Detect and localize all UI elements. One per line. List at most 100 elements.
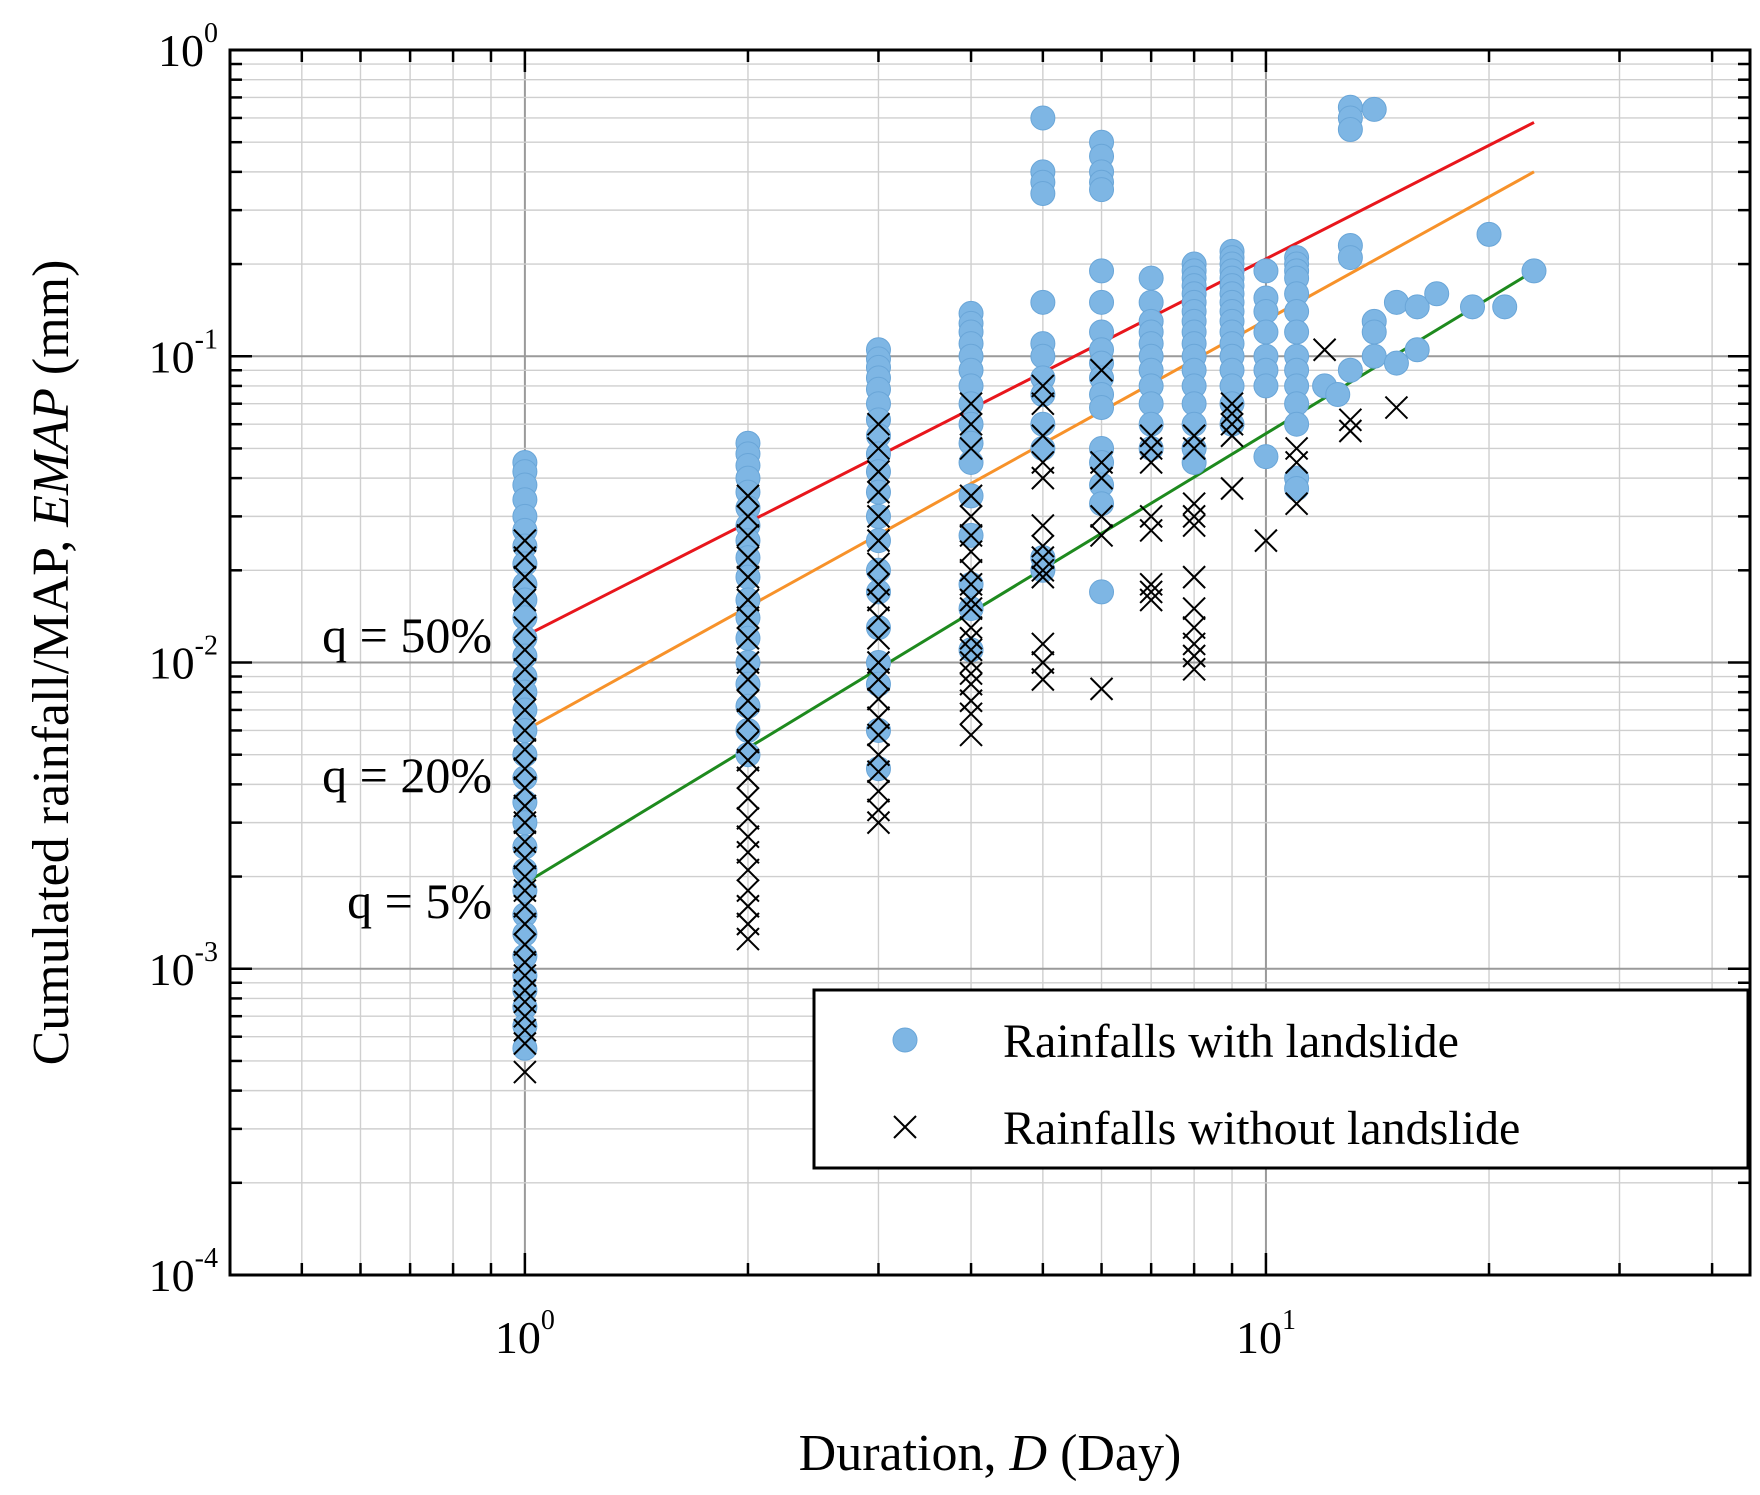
x-stroke [736,806,760,830]
point-with-landslide [1404,294,1430,320]
x-stroke [1031,545,1055,570]
point-without-landslide [959,436,983,461]
x-stroke [736,650,760,675]
point-without-landslide [513,932,537,957]
x-stroke [736,689,760,713]
point-without-landslide [736,766,760,790]
point-with-landslide [1089,579,1115,605]
point-with-landslide [1030,435,1056,461]
x-stroke [1220,391,1244,416]
point-without-landslide [1182,513,1206,538]
point-without-landslide [866,723,891,747]
x-stroke [736,667,760,692]
point-with-landslide [865,756,891,782]
x-stroke [513,545,537,570]
x-stroke [513,528,537,553]
x-stroke [513,1060,537,1084]
x-stroke [1139,588,1163,612]
point-with-landslide [1089,177,1115,203]
threshold-lines [524,121,1535,885]
x-stroke [866,687,891,711]
y-tick-label: 10-2 [149,631,218,689]
legend-label-without-landslide: Rainfalls without landslide [1003,1102,1520,1155]
point-with-landslide [1253,319,1279,345]
x-stroke [1031,374,1055,398]
x-axis-title: Duration, D (Day) [799,1425,1182,1482]
point-without-landslide [513,545,537,570]
x-stroke [513,615,537,640]
threshold-line-q5 [524,269,1535,885]
x-stroke [736,748,760,772]
x-stroke [959,484,983,508]
x-stroke [1284,491,1309,516]
point-without-landslide [866,552,891,576]
point-without-landslide [1312,338,1337,362]
annotation-q50: q = 50% [322,607,492,663]
point-without-landslide [959,412,983,436]
point-without-landslide [736,708,760,732]
point-without-landslide [736,806,760,830]
point-with-landslide [1424,281,1450,307]
point-without-landslide [1220,412,1244,436]
x-stroke [893,1115,917,1139]
point-without-landslide [736,927,760,951]
point-with-landslide [1030,180,1056,206]
point-without-landslide [959,523,983,548]
x-stroke [1139,424,1163,448]
point-without-landslide [959,588,983,612]
point-without-landslide [736,523,760,548]
x-stroke [866,810,891,835]
point-without-landslide [513,846,537,870]
point-without-landslide [1089,466,1114,490]
point-without-landslide [1220,424,1244,448]
point-without-landslide [959,661,983,686]
point-with-landslide [1383,289,1409,315]
point-with-landslide [1138,411,1164,437]
x-stroke [959,672,983,696]
point-without-landslide [1182,596,1206,621]
point-with-landslide [1404,337,1430,363]
point-without-landslide [736,748,760,772]
x-stroke [513,588,537,612]
point-with-landslide [1361,96,1387,122]
x-axis-title-symbol: D [1009,1425,1048,1482]
x-stroke [513,718,537,743]
point-without-landslide [513,588,537,612]
point-without-landslide [1384,395,1409,420]
x-stroke [513,846,537,870]
x-stroke [866,779,891,803]
point-without-landslide [866,528,891,553]
point-with-landslide [865,671,891,697]
point-without-landslide [959,638,983,662]
point-with-landslide [1181,449,1207,475]
point-with-landslide [1030,105,1056,131]
point-with-landslide [512,921,538,947]
point-without-landslide [959,391,983,416]
point-with-landslide [1253,373,1279,399]
x-stroke [866,742,891,767]
point-without-landslide [1182,615,1206,640]
point-with-landslide [1325,382,1351,408]
point-without-landslide [866,412,891,436]
x-stroke [1254,528,1278,553]
x-stroke [513,677,537,701]
point-without-landslide [513,794,537,818]
point-without-landslide [513,657,537,682]
x-stroke [1182,424,1206,448]
point-without-landslide [1031,558,1055,583]
point-without-landslide [1031,545,1055,570]
x-stroke [736,858,760,882]
point-without-landslide [736,545,760,570]
point-without-landslide [866,606,891,630]
point-without-landslide [1031,565,1055,589]
point-without-landslide [1182,632,1206,656]
point-without-landslide [736,626,760,650]
x-stroke [1182,632,1206,656]
point-without-landslide [959,702,983,726]
x-stroke [513,978,537,1003]
point-without-landslide [866,779,891,803]
x-stroke [736,840,760,865]
x-stroke [959,626,983,650]
legend-label-with-landslide: Rainfalls with landslide [1003,1015,1459,1068]
point-with-landslide [865,717,891,743]
